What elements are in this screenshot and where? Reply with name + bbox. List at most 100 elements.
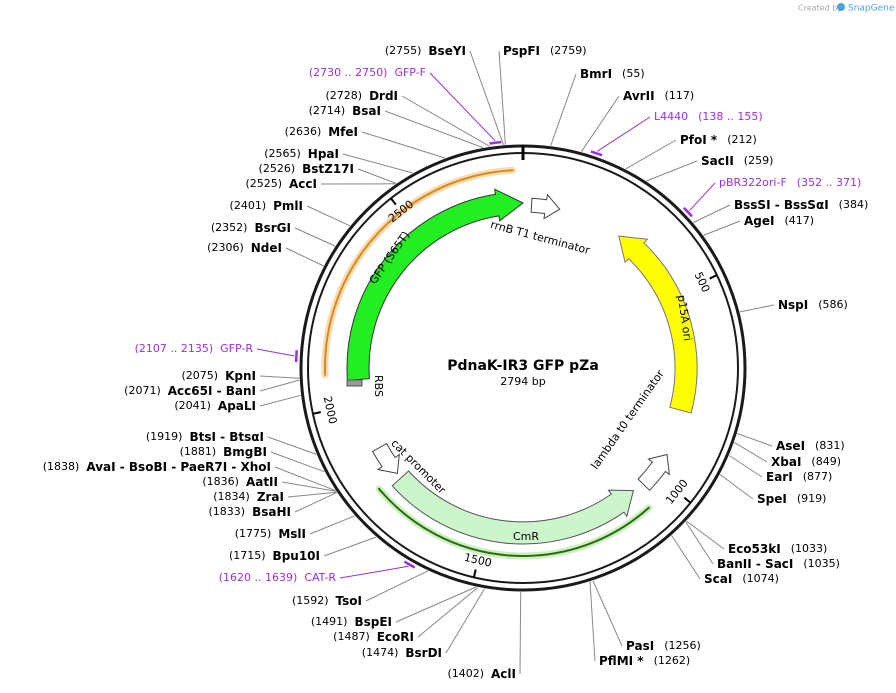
site-leader (287, 491, 337, 498)
site-leader (686, 520, 725, 550)
site-label: AgeI (417) (744, 214, 814, 228)
ring-tick (472, 569, 477, 578)
feature-label: rrnB T1 terminator (489, 218, 592, 257)
site-leader (739, 304, 775, 313)
site-leader (401, 95, 491, 147)
site-pos: (1715) (229, 549, 266, 562)
site-name: EarI (766, 470, 793, 484)
site-label: (2401) PmlI (230, 199, 303, 213)
primer-leader (689, 182, 716, 212)
site-leader (737, 433, 773, 447)
ring-tick-label: 1500 (463, 551, 493, 570)
site-pos: (831) (815, 439, 845, 452)
site-name: PasI (626, 639, 654, 653)
primer-leader (256, 348, 295, 357)
site-label: (2526) BstZ17I (259, 162, 354, 176)
site-leader (703, 220, 741, 236)
site-label: Eco53kI (1033) (728, 542, 827, 556)
site-pos: (2759) (550, 44, 587, 57)
site-label: (2755) BseYI (385, 44, 466, 58)
site-name: BmrI (580, 67, 612, 81)
site-name: AatII (246, 475, 278, 489)
site-pos: (2352) (211, 221, 248, 234)
site-name: AseI (776, 439, 805, 453)
site-name: KpnI (225, 369, 256, 383)
ring-tick (312, 411, 321, 415)
ring-tick-label: 500 (692, 270, 713, 295)
primer-label: (2107 .. 2135) GFP-R (135, 342, 254, 355)
site-pos: (877) (803, 470, 833, 483)
site-leader (498, 50, 506, 145)
rbs-mark (346, 379, 363, 387)
primer-label: L4440 (138 .. 155) (654, 110, 763, 123)
site-leader (580, 95, 620, 152)
site-label: PasI (1256) (626, 639, 701, 653)
site-pos: (1033) (791, 542, 828, 555)
primer-pos: (2730 .. 2750) (309, 66, 388, 79)
site-pos: (259) (744, 154, 774, 167)
site-pos: (1592) (292, 594, 329, 607)
ring-tick-label: 2000 (321, 395, 340, 425)
site-pos: (1833) (209, 505, 246, 518)
watermark-created: Created by (798, 4, 842, 13)
site-pos: (2525) (245, 177, 282, 190)
watermark-brand: SnapGene (848, 4, 895, 14)
site-leader (395, 586, 477, 623)
primer-name: GFP-R (220, 342, 253, 355)
site-pos: (1256) (664, 639, 701, 652)
primer-label: pBR322ori-F (352 .. 371) (719, 176, 861, 189)
site-pos: (2306) (207, 241, 244, 254)
feature-label: p15A ori (675, 294, 694, 342)
site-name: SacII (701, 154, 734, 168)
site-label: (2636) MfeI (285, 125, 358, 139)
site-name: BtsI - BtsαI (189, 430, 264, 444)
site-pos: (2728) (325, 89, 362, 102)
site-leader (734, 441, 768, 463)
site-name: DrdI (369, 89, 398, 103)
site-leader (671, 535, 701, 580)
p15a-arrow (618, 235, 698, 414)
site-label: ScaI (1074) (704, 572, 779, 586)
site-leader (625, 139, 677, 170)
ring-tick (683, 496, 692, 504)
site-name: HpaI (308, 147, 339, 161)
site-label: (2728) DrdI (325, 89, 398, 103)
site-leader (592, 580, 623, 647)
site-pos: (1881) (180, 445, 217, 458)
site-pos: (1838) (43, 460, 80, 473)
site-name: Bpu10I (273, 549, 320, 563)
site-label: (2565) HpaI (264, 147, 339, 161)
primer-mark (489, 140, 502, 145)
site-name: BsaI (352, 104, 381, 118)
ring-tick-label: 1000 (663, 477, 691, 507)
site-pos: (1402) (447, 667, 484, 680)
site-pos: (384) (839, 198, 869, 211)
site-pos: (1836) (202, 475, 239, 488)
site-name: Acc65I - BanI (168, 384, 256, 398)
site-label: PspFI (2759) (503, 44, 587, 58)
orf-line (324, 169, 514, 376)
site-name: BstZ17I (302, 162, 354, 176)
site-label: (2714) BsaI (309, 104, 381, 118)
site-pos: (1074) (742, 572, 779, 585)
site-leader (646, 160, 698, 182)
site-pos: (117) (665, 89, 695, 102)
site-name: AgeI (744, 214, 774, 228)
site-label: SacII (259) (701, 154, 773, 168)
primer-mark (590, 150, 603, 157)
primer-mark (294, 350, 298, 363)
site-leader (309, 515, 355, 535)
site-pos: (1262) (654, 654, 691, 667)
site-name: BsrDI (405, 646, 442, 660)
site-label: (1834) ZraI (213, 490, 284, 504)
primer-name: GFP-F (394, 66, 426, 79)
site-name: PspFI (503, 44, 540, 58)
site-leader (259, 394, 301, 407)
site-leader (445, 588, 485, 654)
site-label: NspI (586) (778, 298, 848, 312)
site-leader (281, 481, 337, 492)
site-leader (274, 466, 336, 492)
site-name: BseYI (428, 44, 466, 58)
primer-leader (596, 116, 651, 152)
site-label: BssSI - BssSαI (384) (734, 198, 868, 212)
